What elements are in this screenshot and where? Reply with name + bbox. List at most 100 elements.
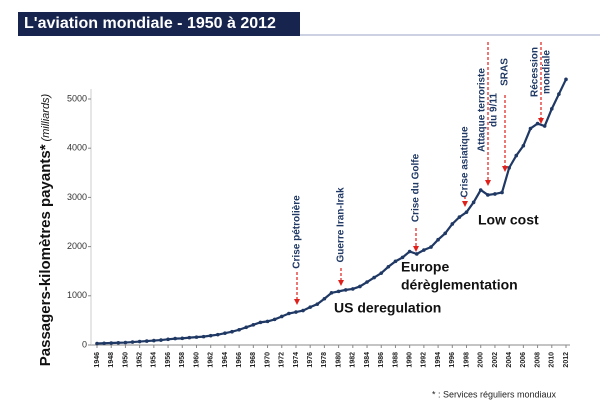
data-point xyxy=(358,284,362,289)
data-point xyxy=(279,314,284,319)
x-tick-label: 1954 xyxy=(151,352,158,368)
data-point xyxy=(166,337,170,342)
event-label: Crise pétrolière xyxy=(292,195,303,269)
data-point xyxy=(173,336,177,341)
event-label: Récession xyxy=(530,47,541,97)
data-point xyxy=(230,329,234,334)
data-point xyxy=(386,264,391,269)
data-point xyxy=(109,341,114,345)
event-label: Guerre Iran-Irak xyxy=(336,187,347,262)
data-point xyxy=(542,124,547,128)
x-tick-label: 1970 xyxy=(264,352,271,368)
x-tick-label: 1994 xyxy=(435,352,442,368)
data-point xyxy=(287,311,291,316)
x-tick-label: 2012 xyxy=(563,352,570,368)
data-point xyxy=(493,192,497,196)
y-axis-unit: (milliards) xyxy=(40,93,52,141)
data-point xyxy=(450,222,455,226)
data-point xyxy=(457,215,462,219)
data-point xyxy=(343,288,348,292)
event-arrowhead xyxy=(462,201,468,207)
event-label: Attaque terroriste xyxy=(477,68,488,152)
data-point xyxy=(194,335,199,339)
data-point xyxy=(429,245,433,249)
y-tick-label: 5000 xyxy=(67,93,87,103)
data-point xyxy=(407,249,412,254)
data-point xyxy=(116,340,121,345)
data-point xyxy=(372,275,376,280)
x-tick-label: 1990 xyxy=(407,352,414,368)
event-arrowhead xyxy=(485,180,491,186)
data-point xyxy=(123,340,128,345)
x-tick-label: 1996 xyxy=(449,352,456,368)
data-point xyxy=(528,126,533,131)
data-point xyxy=(315,302,320,306)
data-point xyxy=(379,271,384,275)
data-point xyxy=(258,320,263,325)
event-arrowhead xyxy=(413,246,419,252)
data-point xyxy=(301,308,305,313)
data-point xyxy=(294,310,298,314)
x-tick-label: 1962 xyxy=(208,352,215,368)
x-tick-label: 1972 xyxy=(279,352,286,368)
event-label: mondiale xyxy=(542,50,553,94)
data-point xyxy=(201,334,206,339)
footnote: * : Services réguliers mondiaux xyxy=(432,389,557,399)
data-point xyxy=(208,333,213,338)
data-point xyxy=(436,237,440,242)
x-tick-label: 1998 xyxy=(463,352,470,368)
x-tick-label: 1956 xyxy=(165,352,172,368)
x-tick-label: 1968 xyxy=(250,352,257,368)
data-point xyxy=(180,336,185,341)
data-point xyxy=(216,332,220,337)
data-point xyxy=(137,339,142,344)
y-tick-label: 1000 xyxy=(67,290,87,300)
x-tick-label: 1984 xyxy=(364,352,371,368)
y-tick-label: 3000 xyxy=(67,192,87,202)
title-banner xyxy=(18,12,300,36)
data-point xyxy=(130,340,135,344)
x-tick-label: 2004 xyxy=(506,352,513,368)
phase-label: Europe xyxy=(401,259,449,275)
event-label: du 9/11 xyxy=(489,93,500,127)
data-point xyxy=(265,319,270,324)
event-arrowhead xyxy=(502,166,508,172)
x-tick-label: 2002 xyxy=(492,352,499,368)
data-point xyxy=(514,153,519,158)
data-point xyxy=(564,77,568,82)
y-axis-title: Passagers-kilomètres payants* (milliards) xyxy=(37,93,54,366)
x-tick-label: 1980 xyxy=(335,352,342,368)
x-tick-label: 1982 xyxy=(350,352,357,368)
data-point xyxy=(322,296,327,301)
data-point xyxy=(443,231,447,236)
data-point xyxy=(365,280,369,284)
data-point xyxy=(478,188,483,192)
data-point xyxy=(521,143,526,148)
event-label: Crise du Golfe xyxy=(411,153,422,222)
x-tick-label: 1992 xyxy=(421,352,428,368)
data-point xyxy=(336,289,341,294)
x-tick-label: 1948 xyxy=(108,352,115,368)
phase-label: Low cost xyxy=(478,212,539,228)
x-tick-label: 1966 xyxy=(236,352,243,368)
data-point xyxy=(500,190,504,195)
x-tick-label: 2006 xyxy=(520,352,527,368)
x-tick-label: 1964 xyxy=(222,352,229,368)
data-point xyxy=(102,341,106,346)
x-tick-label: 1988 xyxy=(392,352,399,368)
data-point xyxy=(557,92,561,96)
y-axis-label: Passagers-kilomètres payants* xyxy=(37,144,54,366)
event-label: Crise asiatique xyxy=(460,126,471,198)
phase-label: US deregulation xyxy=(334,300,441,316)
x-tick-label: 2010 xyxy=(549,352,556,368)
data-point xyxy=(329,291,334,295)
data-point xyxy=(414,252,419,256)
event-arrowhead xyxy=(538,118,544,124)
data-point xyxy=(237,327,241,332)
event-arrowhead xyxy=(338,280,344,286)
x-tick-label: 1976 xyxy=(307,352,314,368)
data-point xyxy=(159,338,163,342)
data-point xyxy=(535,121,540,126)
data-point xyxy=(223,331,227,335)
